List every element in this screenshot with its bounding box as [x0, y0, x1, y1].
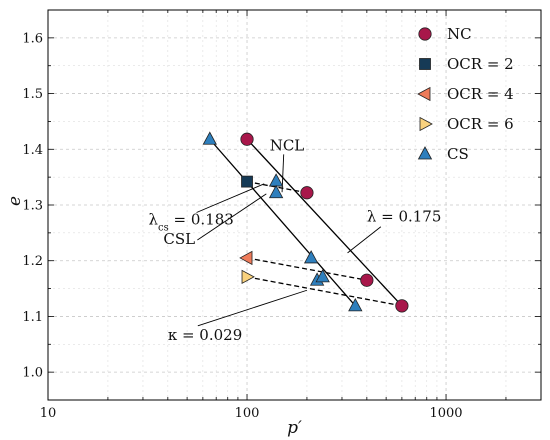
csl-line	[209, 138, 356, 307]
unloading-line	[246, 180, 308, 194]
annotation-label: NCL	[270, 136, 305, 154]
unloading-line	[246, 276, 403, 307]
legend-label-ocr-2: OCR = 2	[447, 55, 514, 73]
lambda-subscript: cs	[158, 222, 169, 233]
annotation-leader	[196, 183, 265, 213]
legend-marker-ocr-6	[419, 116, 433, 132]
y-tick-label: 1.0	[22, 366, 43, 381]
x-tick-label: 100	[235, 406, 260, 421]
legend-label-ocr-6: OCR = 6	[447, 115, 514, 133]
cs-point	[303, 250, 319, 264]
legend-label-cs: CS	[447, 145, 469, 163]
y-tick-label: 1.4	[22, 143, 43, 158]
nc-point	[395, 299, 409, 313]
y-tick-label: 1.3	[22, 199, 43, 214]
cs-point	[268, 184, 284, 199]
lambda-value: = 0.183	[169, 211, 234, 229]
legend: NC OCR = 2 OCR = 4 OCR = 6 CS	[417, 25, 514, 163]
annotation-leader	[197, 289, 308, 327]
x-axis-title: p′	[287, 418, 302, 438]
lambda-symbol: λ	[149, 211, 159, 229]
legend-marker-ocr-4	[417, 86, 431, 102]
ticks: 10 100 1000 1.0 1.1 1.2 1.3 1.4 1.5 1.6	[22, 9, 542, 421]
annotation-leader	[281, 154, 285, 193]
ncl-line	[246, 138, 403, 307]
x-tick-label: 10	[40, 406, 57, 421]
legend-label-nc: NC	[447, 25, 472, 43]
legend-marker-ocr-2	[419, 58, 431, 70]
annotation-label: λ = 0.175	[367, 208, 442, 226]
annotation-leader	[197, 193, 267, 241]
y-tick-label: 1.2	[22, 254, 43, 269]
cs-point	[202, 131, 217, 145]
ocr-6-point	[241, 269, 255, 285]
ocr-2-point	[241, 175, 253, 188]
cs-point	[348, 298, 363, 312]
y-axis-title: e	[5, 196, 25, 206]
y-tick-label: 1.5	[22, 87, 43, 102]
fit-lines	[209, 138, 403, 307]
legend-marker-nc	[418, 27, 432, 41]
cs-point	[315, 269, 330, 283]
data-points	[202, 131, 409, 313]
x-tick-label: 1000	[429, 406, 462, 421]
nc-point	[240, 132, 254, 146]
unloading-line	[246, 257, 367, 281]
legend-label-ocr-4: OCR = 4	[447, 85, 514, 103]
annotation-label: CSL	[163, 230, 195, 248]
y-tick-label: 1.1	[22, 310, 43, 325]
nc-point	[300, 186, 314, 200]
annotation-leader	[347, 226, 382, 254]
annotation-label: κ = 0.029	[168, 326, 242, 344]
lambda-cs-label: λcs = 0.183	[149, 211, 234, 234]
y-tick-label: 1.6	[22, 31, 43, 46]
annotations: NCL λ = 0.175 CSL κ = 0.029 λcs = 0.183	[149, 136, 442, 343]
nc-point	[360, 273, 374, 287]
ocr-4-point	[239, 250, 253, 266]
legend-marker-cs	[417, 146, 433, 160]
